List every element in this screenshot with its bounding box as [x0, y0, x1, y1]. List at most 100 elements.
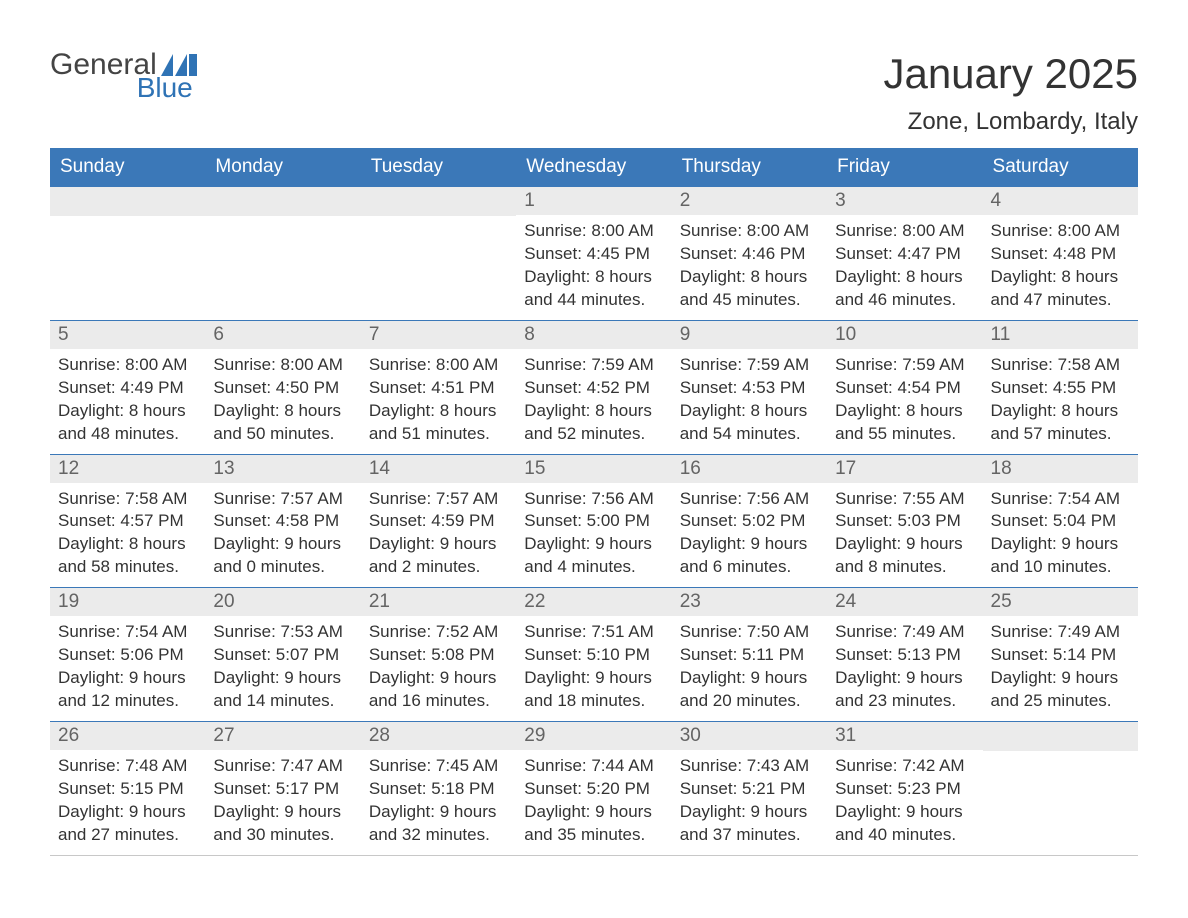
day-number: 21: [361, 588, 516, 616]
day-line-d1: Daylight: 8 hours: [213, 400, 352, 423]
day-number: 27: [205, 722, 360, 750]
day-line-d2: and 51 minutes.: [369, 423, 508, 446]
day-line-d1: Daylight: 8 hours: [835, 400, 974, 423]
day-line-d1: Daylight: 8 hours: [369, 400, 508, 423]
day-line-sr: Sunrise: 7:50 AM: [680, 621, 819, 644]
day-line-ss: Sunset: 4:54 PM: [835, 377, 974, 400]
day-line-sr: Sunrise: 7:49 AM: [991, 621, 1130, 644]
day-line-sr: Sunrise: 7:58 AM: [58, 488, 197, 511]
day-body: Sunrise: 7:59 AMSunset: 4:52 PMDaylight:…: [516, 349, 671, 454]
day-line-ss: Sunset: 4:55 PM: [991, 377, 1130, 400]
logo-text-blue: Blue: [137, 74, 193, 102]
day-number: 3: [827, 187, 982, 215]
day-body: Sunrise: 7:55 AMSunset: 5:03 PMDaylight:…: [827, 483, 982, 588]
day-line-d1: Daylight: 9 hours: [369, 533, 508, 556]
day-line-d2: and 47 minutes.: [991, 289, 1130, 312]
location-subtitle: Zone, Lombardy, Italy: [883, 108, 1138, 136]
calendar-day-cell: 19Sunrise: 7:54 AMSunset: 5:06 PMDayligh…: [50, 588, 205, 721]
day-line-sr: Sunrise: 7:55 AM: [835, 488, 974, 511]
day-body: Sunrise: 7:44 AMSunset: 5:20 PMDaylight:…: [516, 750, 671, 855]
day-number: 31: [827, 722, 982, 750]
day-body: Sunrise: 7:54 AMSunset: 5:06 PMDaylight:…: [50, 616, 205, 721]
day-number: 23: [672, 588, 827, 616]
calendar-day-cell: 30Sunrise: 7:43 AMSunset: 5:21 PMDayligh…: [672, 722, 827, 855]
day-number: 11: [983, 321, 1138, 349]
day-body: Sunrise: 8:00 AMSunset: 4:51 PMDaylight:…: [361, 349, 516, 454]
day-number: 20: [205, 588, 360, 616]
day-line-d1: Daylight: 9 hours: [991, 533, 1130, 556]
calendar-day-cell: 15Sunrise: 7:56 AMSunset: 5:00 PMDayligh…: [516, 455, 671, 588]
day-line-d2: and 58 minutes.: [58, 556, 197, 579]
day-number: 9: [672, 321, 827, 349]
day-line-d2: and 27 minutes.: [58, 824, 197, 847]
calendar-header-cell: Sunday: [50, 148, 205, 186]
calendar-header-row: SundayMondayTuesdayWednesdayThursdayFrid…: [50, 148, 1138, 186]
calendar-day-cell: 29Sunrise: 7:44 AMSunset: 5:20 PMDayligh…: [516, 722, 671, 855]
calendar-header-cell: Tuesday: [361, 148, 516, 186]
day-line-sr: Sunrise: 7:59 AM: [680, 354, 819, 377]
day-number: 4: [983, 187, 1138, 215]
day-line-sr: Sunrise: 8:00 AM: [835, 220, 974, 243]
day-line-ss: Sunset: 5:13 PM: [835, 644, 974, 667]
empty-day-number: [361, 187, 516, 216]
day-line-sr: Sunrise: 7:57 AM: [369, 488, 508, 511]
day-body: Sunrise: 7:56 AMSunset: 5:00 PMDaylight:…: [516, 483, 671, 588]
calendar-day-cell: 13Sunrise: 7:57 AMSunset: 4:58 PMDayligh…: [205, 455, 360, 588]
day-number: 26: [50, 722, 205, 750]
day-line-d2: and 0 minutes.: [213, 556, 352, 579]
day-line-d2: and 23 minutes.: [835, 690, 974, 713]
day-body: Sunrise: 7:54 AMSunset: 5:04 PMDaylight:…: [983, 483, 1138, 588]
day-number: 14: [361, 455, 516, 483]
day-line-d1: Daylight: 9 hours: [369, 801, 508, 824]
day-line-d1: Daylight: 9 hours: [680, 801, 819, 824]
day-line-sr: Sunrise: 7:44 AM: [524, 755, 663, 778]
day-line-ss: Sunset: 4:51 PM: [369, 377, 508, 400]
day-line-d1: Daylight: 8 hours: [58, 533, 197, 556]
day-body: Sunrise: 8:00 AMSunset: 4:49 PMDaylight:…: [50, 349, 205, 454]
day-number: 25: [983, 588, 1138, 616]
day-body: Sunrise: 7:48 AMSunset: 5:15 PMDaylight:…: [50, 750, 205, 855]
day-line-sr: Sunrise: 8:00 AM: [58, 354, 197, 377]
empty-day-number: [205, 187, 360, 216]
day-body: Sunrise: 7:58 AMSunset: 4:57 PMDaylight:…: [50, 483, 205, 588]
day-body: Sunrise: 7:56 AMSunset: 5:02 PMDaylight:…: [672, 483, 827, 588]
day-line-ss: Sunset: 4:58 PM: [213, 510, 352, 533]
day-body: Sunrise: 8:00 AMSunset: 4:45 PMDaylight:…: [516, 215, 671, 320]
calendar-header-cell: Thursday: [672, 148, 827, 186]
day-line-ss: Sunset: 5:17 PM: [213, 778, 352, 801]
day-line-sr: Sunrise: 8:00 AM: [213, 354, 352, 377]
day-body: Sunrise: 8:00 AMSunset: 4:50 PMDaylight:…: [205, 349, 360, 454]
day-number: 2: [672, 187, 827, 215]
calendar-day-cell: 28Sunrise: 7:45 AMSunset: 5:18 PMDayligh…: [361, 722, 516, 855]
day-line-d1: Daylight: 9 hours: [58, 801, 197, 824]
day-body: Sunrise: 8:00 AMSunset: 4:48 PMDaylight:…: [983, 215, 1138, 320]
calendar-header-cell: Friday: [827, 148, 982, 186]
day-number: 18: [983, 455, 1138, 483]
day-line-sr: Sunrise: 7:56 AM: [524, 488, 663, 511]
day-line-sr: Sunrise: 7:57 AM: [213, 488, 352, 511]
day-line-ss: Sunset: 4:57 PM: [58, 510, 197, 533]
day-line-sr: Sunrise: 7:48 AM: [58, 755, 197, 778]
logo: General Blue: [50, 50, 197, 102]
day-line-sr: Sunrise: 7:54 AM: [991, 488, 1130, 511]
day-line-d2: and 25 minutes.: [991, 690, 1130, 713]
day-number: 6: [205, 321, 360, 349]
calendar-day-cell: 10Sunrise: 7:59 AMSunset: 4:54 PMDayligh…: [827, 321, 982, 454]
day-line-ss: Sunset: 4:53 PM: [680, 377, 819, 400]
calendar-header-cell: Saturday: [983, 148, 1138, 186]
calendar-day-cell: 26Sunrise: 7:48 AMSunset: 5:15 PMDayligh…: [50, 722, 205, 855]
day-line-sr: Sunrise: 8:00 AM: [991, 220, 1130, 243]
calendar-week-row: 26Sunrise: 7:48 AMSunset: 5:15 PMDayligh…: [50, 721, 1138, 856]
day-line-ss: Sunset: 4:50 PM: [213, 377, 352, 400]
day-line-d1: Daylight: 9 hours: [213, 667, 352, 690]
day-body: Sunrise: 7:42 AMSunset: 5:23 PMDaylight:…: [827, 750, 982, 855]
day-body: Sunrise: 7:59 AMSunset: 4:53 PMDaylight:…: [672, 349, 827, 454]
day-line-d2: and 18 minutes.: [524, 690, 663, 713]
day-line-d2: and 8 minutes.: [835, 556, 974, 579]
day-line-sr: Sunrise: 7:43 AM: [680, 755, 819, 778]
day-line-d1: Daylight: 8 hours: [680, 266, 819, 289]
day-number: 24: [827, 588, 982, 616]
day-line-d1: Daylight: 8 hours: [991, 266, 1130, 289]
calendar-table: SundayMondayTuesdayWednesdayThursdayFrid…: [50, 148, 1138, 856]
day-line-ss: Sunset: 4:48 PM: [991, 243, 1130, 266]
